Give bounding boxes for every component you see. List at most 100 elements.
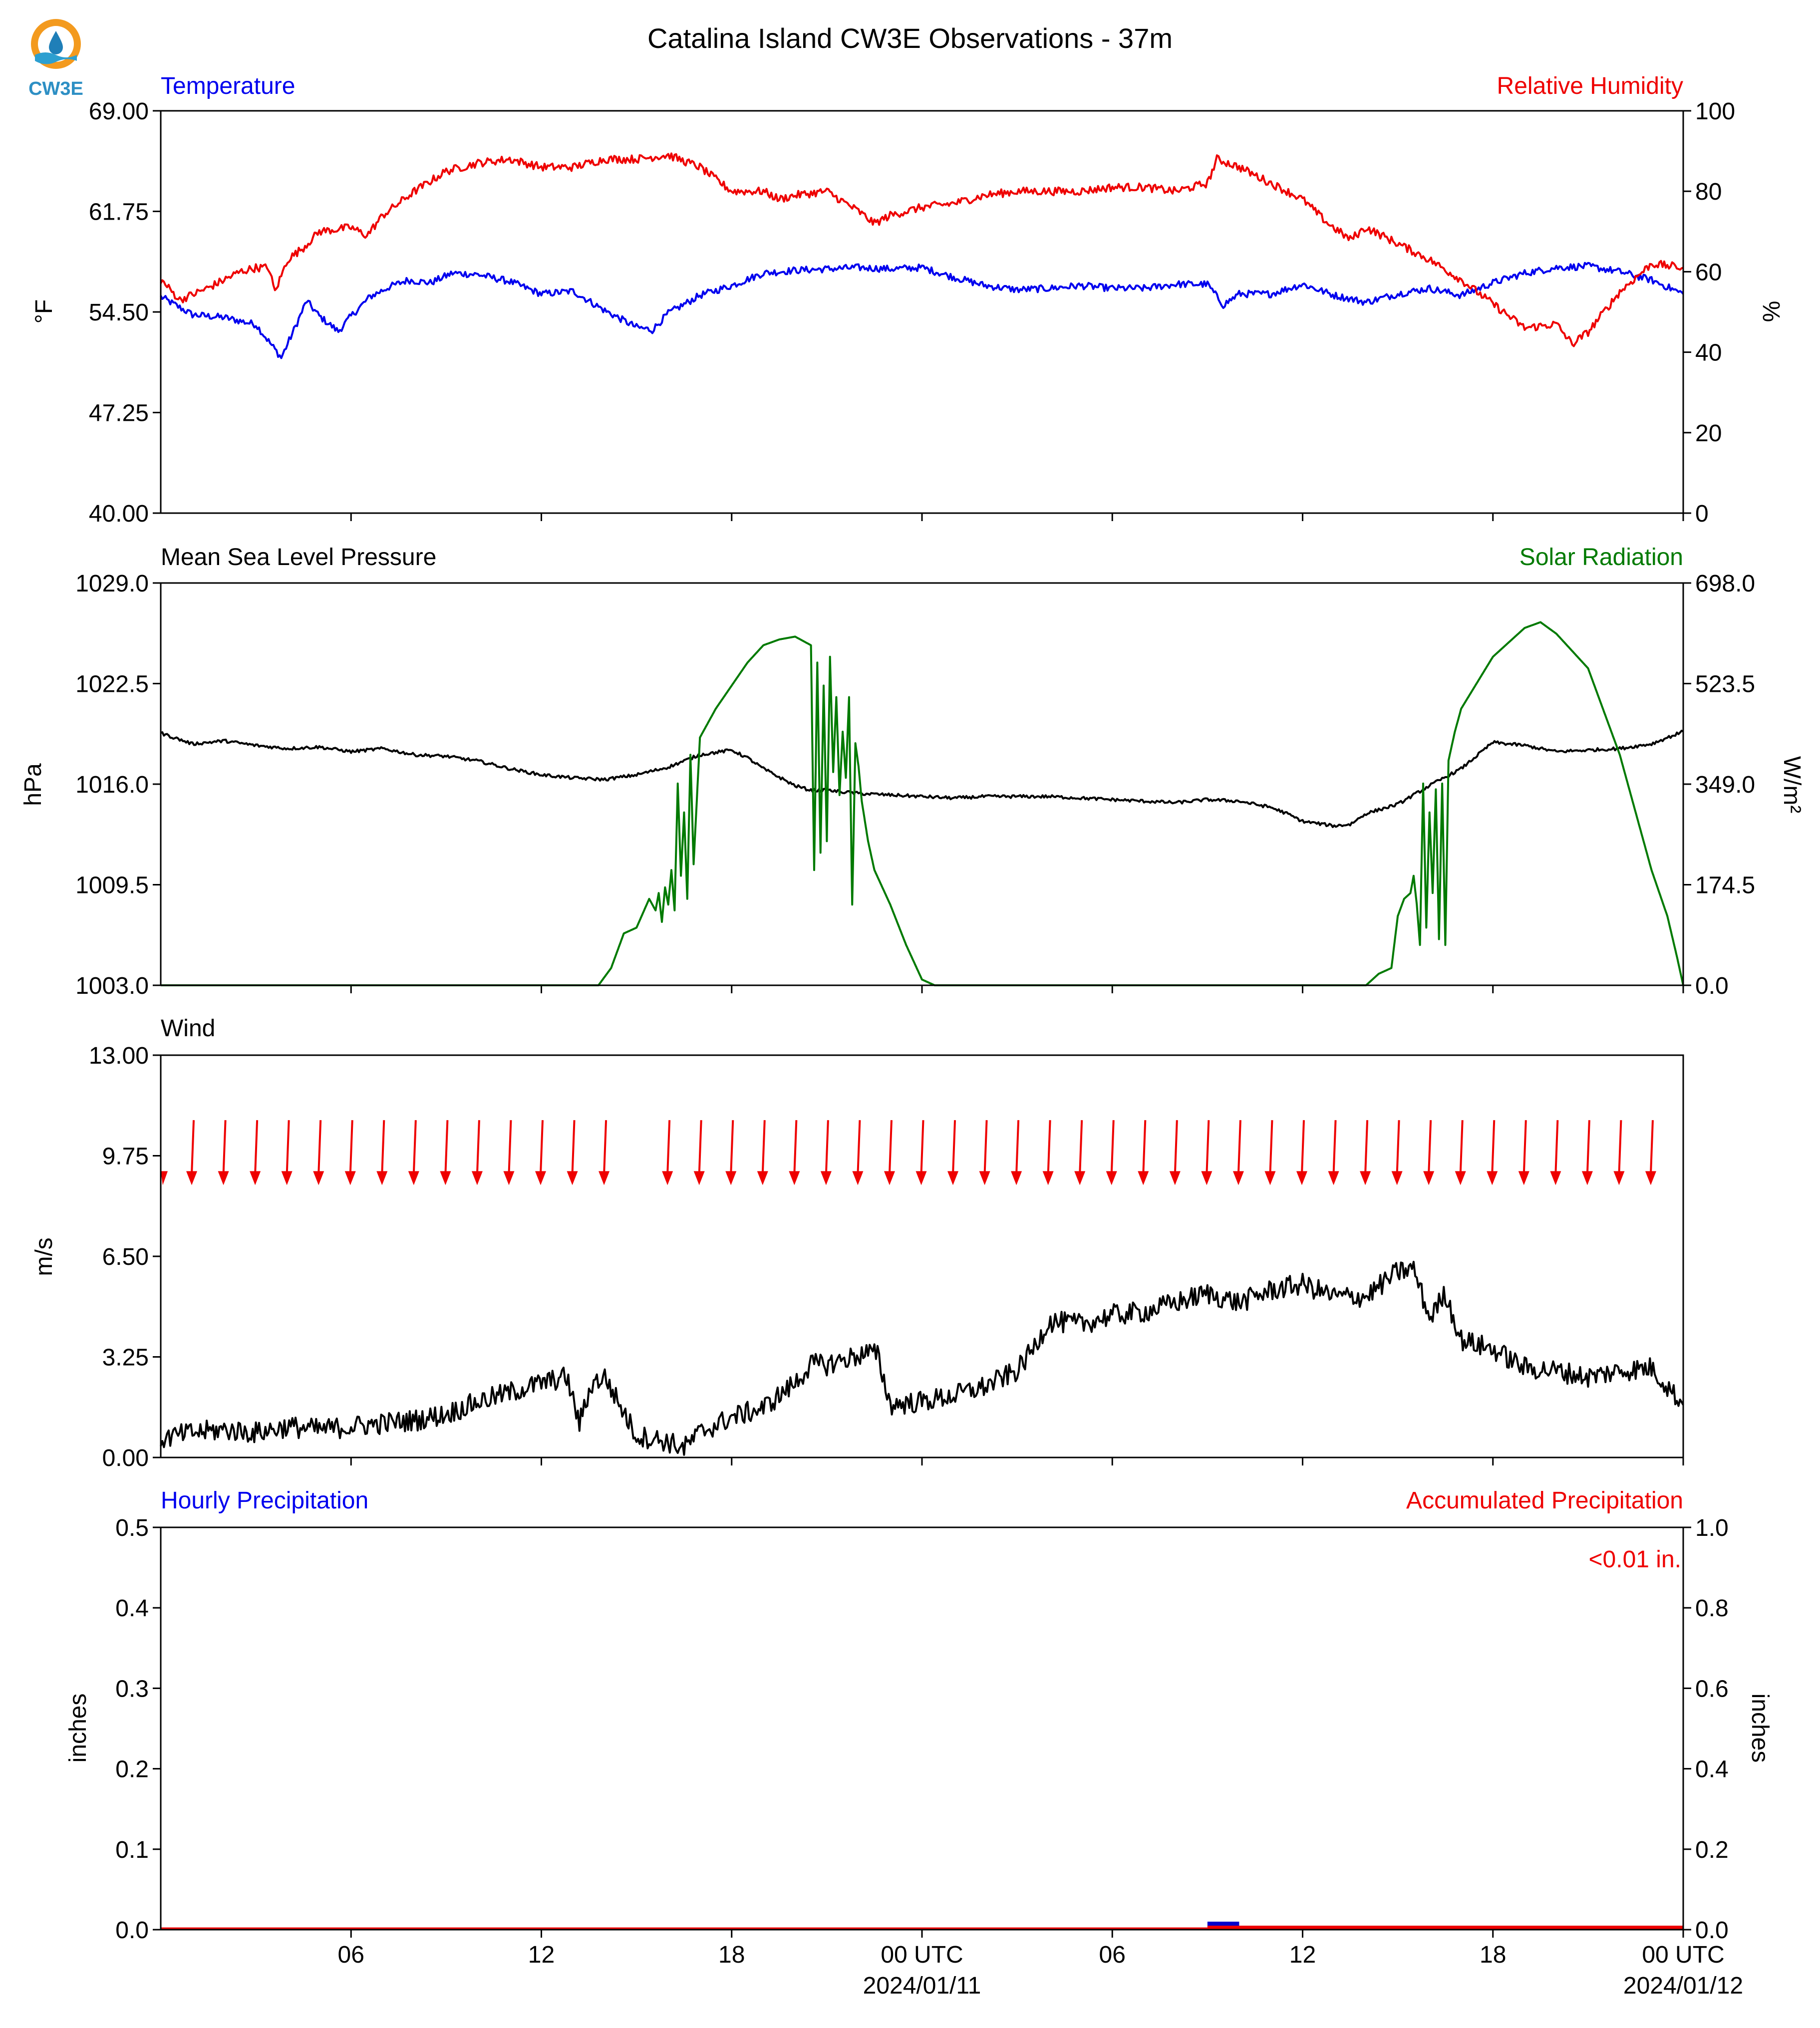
panel3-x-ticks [350, 1457, 1684, 1465]
wind-arrow-shaft [1301, 1120, 1305, 1174]
series-line-solar-radiation [160, 621, 1684, 986]
panel2-series [160, 621, 1684, 986]
x-date-label: 2024/01/12 [1623, 1973, 1743, 1999]
wind-arrow-head [1201, 1171, 1213, 1185]
y-tick-label: 0.0 [115, 1917, 149, 1944]
panel4-frame [160, 1526, 1684, 1931]
wind-arrow-shaft [1491, 1120, 1496, 1174]
x-tick-label: 18 [718, 1942, 745, 1968]
wind-arrow-head [979, 1171, 990, 1185]
wind-arrow-shaft [1206, 1120, 1210, 1174]
wind-arrow [376, 1120, 388, 1185]
wind-arrow-shaft [1396, 1120, 1400, 1174]
wind-arrow-head [599, 1171, 610, 1185]
wind-arrow [1423, 1120, 1435, 1185]
wind-arrow-shaft [1237, 1120, 1241, 1174]
wind-arrow-head [1550, 1171, 1561, 1185]
wind-arrow-shaft [1428, 1120, 1432, 1174]
wind-arrow-head [1360, 1171, 1371, 1185]
wind-arrow [1518, 1120, 1529, 1185]
wind-arrow-shaft [1586, 1120, 1590, 1174]
y-tick-label: 3.25 [102, 1345, 149, 1371]
pressure-axis-label: hPa [20, 763, 46, 806]
wind-arrow-shaft [1174, 1120, 1178, 1174]
wind-arrow [1645, 1120, 1656, 1185]
wave-icon [35, 52, 77, 64]
wind-arrow-head [471, 1171, 483, 1185]
wind-arrow [1138, 1120, 1149, 1185]
wind-arrow-shaft [1110, 1120, 1115, 1174]
accum-precip-y-ticks: 0.0 0.2 0.4 0.6 0.8 1.0 [1683, 1515, 1729, 1944]
pressure-label: Mean Sea Level Pressure [161, 544, 436, 571]
wind-arrow-shaft [540, 1120, 544, 1174]
wind-y-ticks: 0.00 3.25 6.50 9.75 13.00 [89, 1043, 161, 1471]
series-line-temperature [160, 262, 1684, 359]
wind-arrow-shaft [349, 1120, 353, 1174]
y2-tick-label: 0.8 [1695, 1595, 1729, 1622]
hourly-precip-axis-label: inches [65, 1694, 91, 1763]
wind-arrow [218, 1120, 229, 1185]
y2-tick-label: 0.0 [1695, 973, 1729, 999]
wind-arrow-head [1455, 1171, 1466, 1185]
wind-arrow-shaft [603, 1120, 607, 1174]
x-tick-label: 18 [1480, 1942, 1506, 1968]
x-tick-label: 06 [1099, 1942, 1126, 1968]
wind-arrow-head [1074, 1171, 1086, 1185]
wind-arrow-head [250, 1171, 261, 1185]
wind-arrow [1169, 1120, 1181, 1185]
wind-arrow-head [281, 1171, 293, 1185]
wind-arrow-shaft [730, 1120, 734, 1174]
wind-arrow [1074, 1120, 1086, 1185]
wind-arrow [1264, 1120, 1276, 1185]
wind-arrow [313, 1120, 324, 1185]
y2-tick-label: 80 [1695, 179, 1722, 205]
wind-arrow [567, 1120, 578, 1185]
x-tick-label: 06 [338, 1942, 364, 1968]
y2-tick-label: 523.5 [1695, 671, 1755, 698]
y-tick-label: 1022.5 [75, 671, 149, 698]
x-tick-label: 00 UTC [881, 1942, 963, 1968]
y-tick-label: 1029.0 [75, 571, 149, 597]
precip-annotation: <0.01 in. [1589, 1546, 1681, 1573]
wind-arrow-head [1328, 1171, 1339, 1185]
y-tick-label: 47.25 [89, 400, 149, 427]
y-tick-label: 0.1 [115, 1837, 149, 1863]
x-tick-label: 12 [1289, 1942, 1316, 1968]
y-tick-label: 13.00 [89, 1043, 149, 1069]
wind-arrow [250, 1120, 261, 1185]
wind-arrow-shaft [444, 1120, 449, 1174]
wind-arrow [599, 1120, 610, 1185]
wind-arrow-shaft [983, 1120, 988, 1174]
wind-arrow-head [1169, 1171, 1181, 1185]
figure-title: Catalina Island CW3E Observations - 37m [647, 22, 1173, 54]
wind-arrow-head [1645, 1171, 1656, 1185]
wind-arrow-head [725, 1171, 737, 1185]
wind-arrow [1201, 1120, 1213, 1185]
wind-arrow-shaft [317, 1120, 322, 1174]
wind-arrow-shaft [254, 1120, 259, 1174]
panel4-series [161, 1921, 1683, 1930]
wind-arrow-shaft [952, 1120, 956, 1174]
x-axis-labels: 06 12 18 00 UTC 06 12 18 00 UTC 2024/01/11 2024/0… [338, 1942, 1744, 1999]
wind-arrow [820, 1120, 832, 1185]
wind-arrow-head [757, 1171, 768, 1185]
y2-tick-label: 0 [1695, 501, 1709, 527]
series-line-mean-sea-level-pressure [160, 729, 1684, 828]
y-tick-label: 1016.0 [75, 772, 149, 798]
wind-arrow-shaft [1047, 1120, 1051, 1174]
wind-arrow-shaft [1649, 1120, 1654, 1174]
wind-arrow [1455, 1120, 1466, 1185]
drop-icon [49, 31, 63, 54]
wind-arrow [884, 1120, 895, 1185]
panel1-x-ticks [350, 513, 1684, 521]
cw3e-logo: CW3E [28, 19, 83, 99]
wind-arrow-head [1296, 1171, 1307, 1185]
wind-panel: Wind m/s 0.00 3.25 6.50 9.75 13.00 [31, 1015, 1684, 1471]
wind-arrow [693, 1120, 705, 1185]
wind-arrow [1550, 1120, 1561, 1185]
x-tick-label: 12 [528, 1942, 555, 1968]
y2-tick-label: 349.0 [1695, 772, 1755, 798]
wind-arrow-head [186, 1171, 198, 1185]
wind-arrow-head [440, 1171, 451, 1185]
wind-arrow [1581, 1120, 1593, 1185]
